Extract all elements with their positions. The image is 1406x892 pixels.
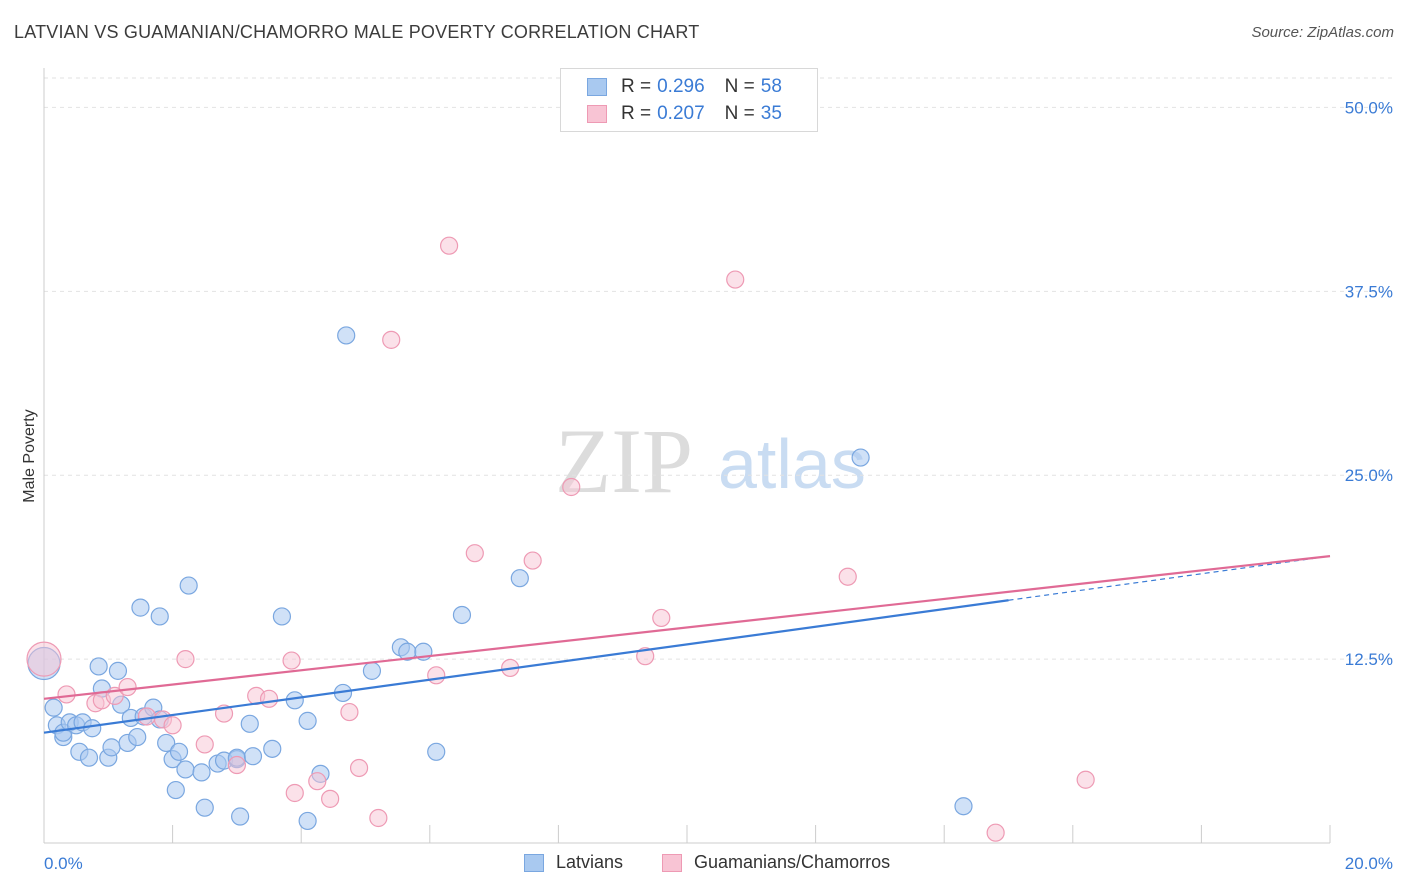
y-tick-label: 37.5% — [1345, 282, 1393, 301]
series-legend: Latvians Guamanians/Chamorros — [0, 852, 1406, 876]
x-tick-label: 20.0% — [1345, 854, 1393, 873]
legend-r-value: 0.296 — [657, 76, 705, 97]
latvians-point — [192, 763, 211, 782]
legend-swatch-latvians — [587, 78, 607, 96]
y-tick-label: 50.0% — [1345, 98, 1393, 117]
latvians-point — [452, 605, 472, 625]
guamanians-point — [163, 716, 182, 735]
y-tick-label: 25.0% — [1345, 466, 1393, 485]
latvians-point — [195, 798, 214, 817]
latvians-point — [298, 711, 317, 730]
legend-n-value: 35 — [760, 103, 782, 124]
axes — [43, 68, 1331, 844]
series-swatch-latvians — [524, 853, 544, 872]
latvians-point — [108, 661, 128, 680]
guamanians-point — [285, 783, 304, 803]
guamanians-point — [26, 641, 62, 677]
latvians-point — [83, 719, 102, 738]
latvians-point — [427, 742, 446, 761]
legend-r-label: R = — [621, 76, 652, 97]
latvians-point — [131, 598, 150, 617]
guamanians-point — [636, 647, 655, 666]
guamanians-point — [465, 544, 484, 563]
tick-labels: 12.5% 25.0% 37.5% 50.0% 0.0% 20.0% — [44, 98, 1393, 873]
series-label-latvians: Latvians — [556, 852, 624, 872]
watermark-atlas: atlas — [718, 425, 866, 503]
legend-swatch-guamanians — [587, 105, 607, 123]
series-swatch-guamanians — [662, 853, 682, 872]
guamanians-point — [176, 650, 195, 669]
latvians-point — [179, 576, 198, 595]
legend-n-value: 58 — [760, 76, 782, 97]
guamanians-point — [427, 666, 446, 685]
stats-legend: R = 0.296 N = 58 R = 0.207 N = 35 — [560, 68, 818, 132]
latvians-point — [102, 738, 121, 757]
legend-row-guamanians: R = 0.207 N = 35 — [587, 102, 782, 126]
guamanians-point — [986, 823, 1005, 842]
latvians-point — [954, 797, 973, 816]
latvians-point — [243, 747, 263, 766]
latvians-point — [231, 807, 250, 826]
legend-n-label: N = — [724, 76, 755, 97]
latvians-point — [79, 748, 99, 767]
latvians-point — [272, 607, 292, 626]
latvians-point — [337, 326, 356, 345]
guamanians-point — [308, 772, 327, 791]
guamanians-point — [282, 651, 301, 670]
guamanians-point — [838, 567, 857, 586]
watermark-zip: ZIP — [555, 410, 693, 512]
latvians-point — [298, 811, 317, 831]
guamanians-point — [382, 330, 401, 349]
watermark: ZIP atlas — [555, 410, 866, 512]
latvians-point — [166, 780, 185, 800]
guamanians-point — [340, 702, 359, 722]
latvians-point — [150, 607, 169, 626]
legend-r-value: 0.207 — [657, 103, 705, 124]
guamanians-point — [562, 477, 581, 497]
guamanians-point — [1076, 770, 1095, 789]
latvians-point — [285, 691, 304, 710]
latvians-point — [263, 739, 282, 758]
latvians-point — [240, 714, 259, 733]
guamanians-point — [259, 689, 279, 708]
latvians-trend-line — [43, 599, 1009, 734]
latvians-trend-extension — [1008, 555, 1331, 601]
source-label: Source: ZipAtlas.com — [1251, 24, 1394, 41]
guamanians-point — [652, 608, 671, 628]
guamanians-point — [321, 789, 340, 808]
latvians-point — [362, 661, 382, 680]
guamanians-point — [195, 735, 214, 754]
trend-lines — [43, 555, 1331, 734]
legend-r-label: R = — [621, 103, 652, 124]
chart-title: LATVIAN VS GUAMANIAN/CHAMORRO MALE POVER… — [14, 22, 700, 42]
guamanians-point — [227, 755, 246, 775]
guamanians-trend-line — [43, 555, 1331, 700]
x-tick-label: 0.0% — [44, 854, 83, 873]
latvians-point — [89, 657, 108, 676]
latvians-point — [169, 742, 189, 761]
latvians-point — [851, 448, 870, 467]
latvians-point — [157, 733, 176, 753]
guamanians-points — [26, 236, 1095, 842]
latvians-points — [27, 326, 973, 831]
guamanians-point — [349, 758, 369, 778]
series-legend-latvians: Latvians — [524, 852, 623, 873]
legend-n-label: N = — [724, 103, 755, 124]
latvians-point — [510, 569, 529, 588]
series-label-guamanians: Guamanians/Chamorros — [694, 852, 891, 872]
guamanians-point — [726, 270, 745, 289]
legend-row-latvians: R = 0.296 N = 58 — [587, 75, 782, 99]
latvians-point — [44, 698, 63, 717]
guamanians-point — [369, 808, 388, 828]
latvians-point — [176, 760, 195, 779]
series-legend-guamanians: Guamanians/Chamorros — [662, 852, 890, 873]
y-tick-label: 12.5% — [1345, 650, 1393, 669]
guamanians-point — [523, 551, 542, 570]
guamanians-point — [137, 707, 156, 726]
guamanians-point — [57, 685, 76, 704]
guamanians-point — [439, 236, 459, 255]
latvians-point — [128, 727, 147, 747]
guamanians-point — [118, 677, 137, 697]
